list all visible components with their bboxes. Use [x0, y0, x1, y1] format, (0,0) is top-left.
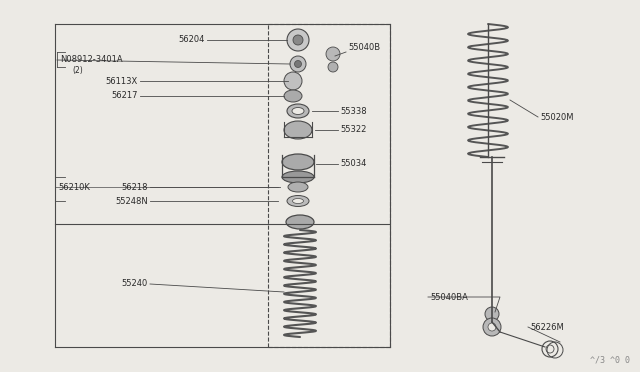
- Text: 55020M: 55020M: [540, 112, 573, 122]
- Circle shape: [293, 35, 303, 45]
- Ellipse shape: [282, 154, 314, 170]
- Text: 56217: 56217: [111, 92, 138, 100]
- Circle shape: [328, 62, 338, 72]
- Ellipse shape: [292, 199, 303, 203]
- Ellipse shape: [287, 104, 309, 118]
- Text: ^/3 ^0 0: ^/3 ^0 0: [590, 356, 630, 365]
- Text: 55040BA: 55040BA: [430, 292, 468, 301]
- Ellipse shape: [284, 121, 312, 139]
- Circle shape: [488, 323, 496, 331]
- Text: 55248N: 55248N: [115, 196, 148, 205]
- Text: 55040B: 55040B: [348, 42, 380, 51]
- Circle shape: [290, 56, 306, 72]
- Circle shape: [485, 307, 499, 321]
- Circle shape: [284, 72, 302, 90]
- Ellipse shape: [292, 108, 304, 115]
- Ellipse shape: [288, 182, 308, 192]
- Ellipse shape: [287, 196, 309, 206]
- Text: 55338: 55338: [340, 106, 367, 115]
- Ellipse shape: [284, 90, 302, 102]
- Circle shape: [326, 47, 340, 61]
- Circle shape: [294, 61, 301, 67]
- Text: 55322: 55322: [340, 125, 366, 135]
- Ellipse shape: [286, 215, 314, 229]
- Text: 55240: 55240: [122, 279, 148, 289]
- Text: 56204: 56204: [179, 35, 205, 45]
- Text: 55034: 55034: [340, 160, 366, 169]
- Text: (2): (2): [72, 65, 83, 74]
- Text: 56210K: 56210K: [58, 183, 90, 192]
- Circle shape: [483, 318, 501, 336]
- Text: 56218: 56218: [122, 183, 148, 192]
- Text: 56226M: 56226M: [530, 323, 564, 331]
- Ellipse shape: [282, 171, 314, 183]
- Text: N08912-3401A: N08912-3401A: [60, 55, 123, 64]
- Text: 56113X: 56113X: [106, 77, 138, 86]
- Circle shape: [287, 29, 309, 51]
